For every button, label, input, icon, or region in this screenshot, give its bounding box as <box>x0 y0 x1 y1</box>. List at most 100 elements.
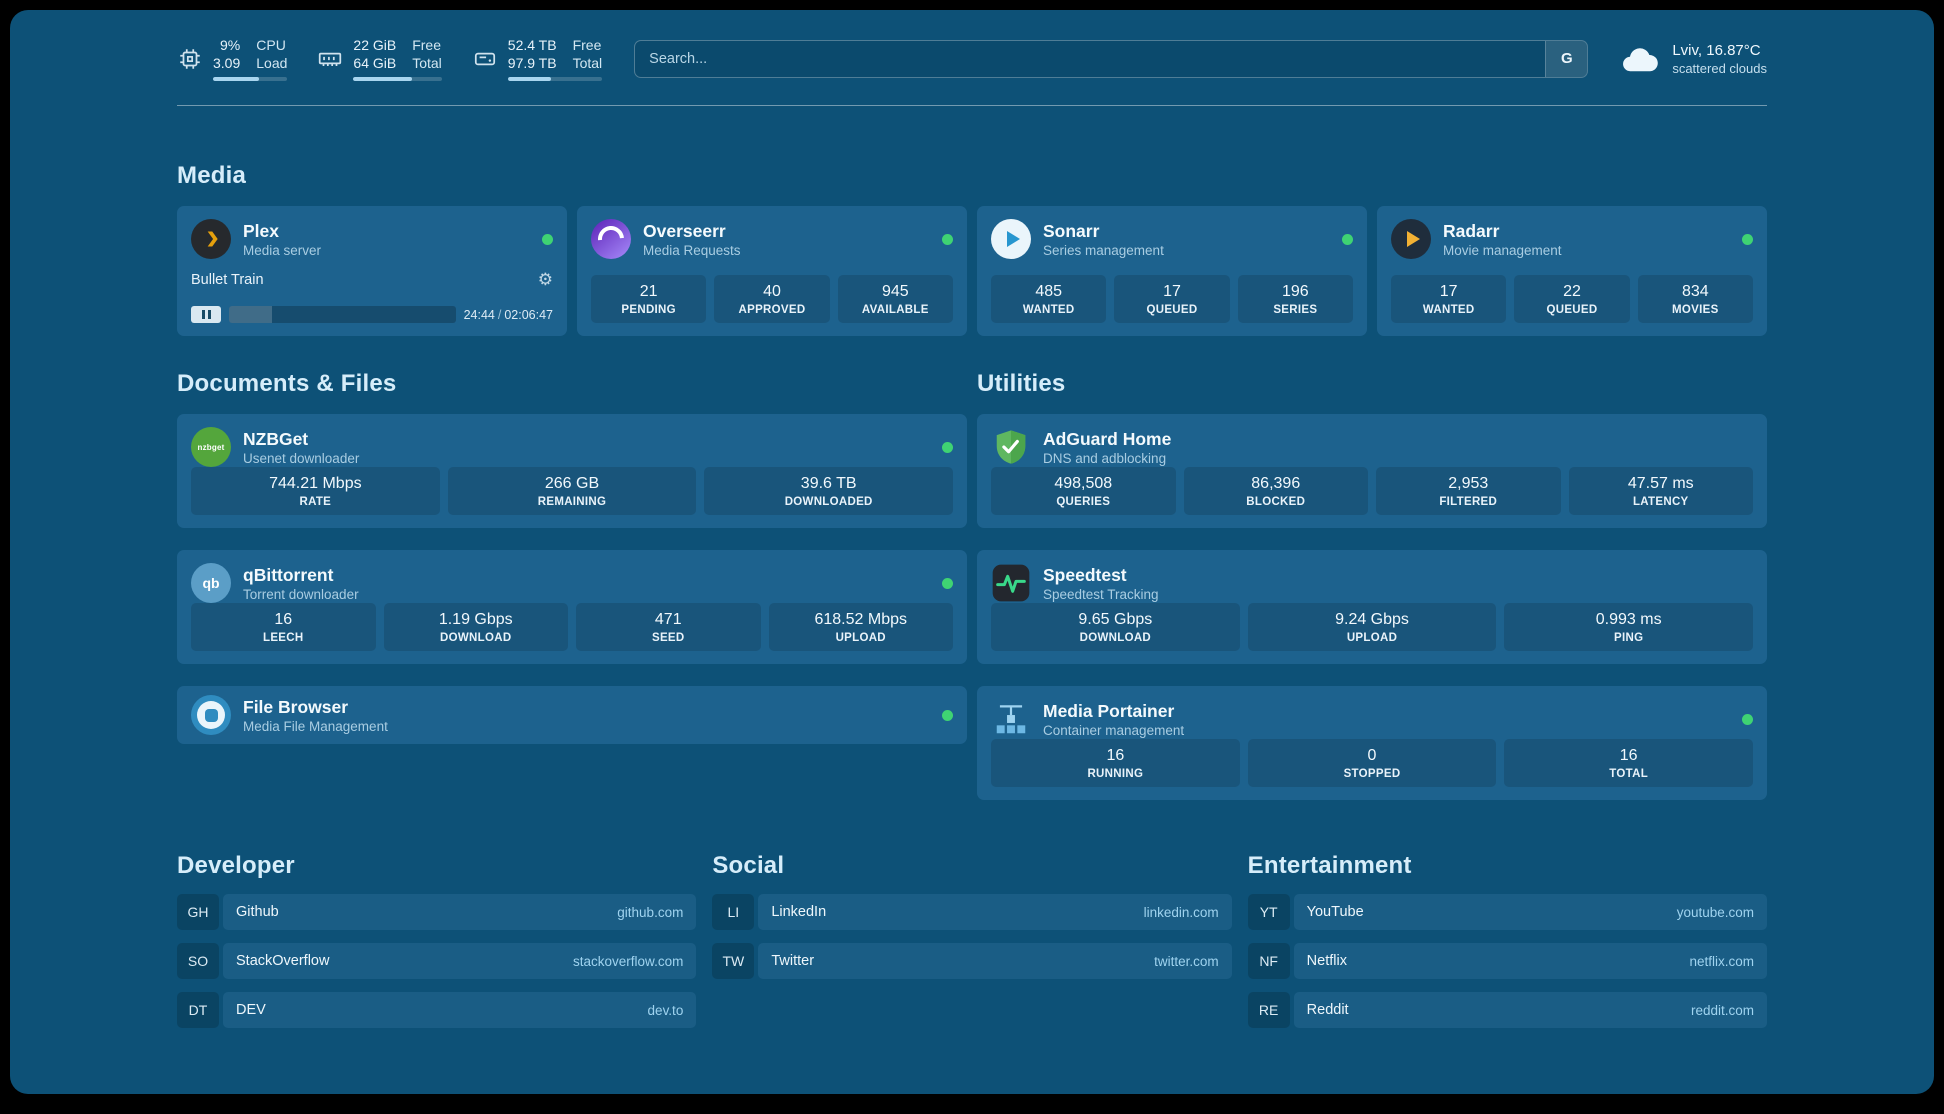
card-header: Media Portainer Container management <box>991 699 1753 739</box>
search-provider-button[interactable]: G <box>1545 40 1588 77</box>
stat-series: 196 SERIES <box>1237 275 1353 324</box>
service-title: File Browser <box>243 696 349 717</box>
bookmark-name: LinkedIn <box>771 904 827 921</box>
status-dot <box>1742 233 1753 245</box>
service-subtitle: Torrent downloader <box>243 586 359 602</box>
weather-condition: scattered clouds <box>1672 60 1767 76</box>
stats-row: 16 LEECH 1.19 Gbps DOWNLOAD 471 SEED 618.52… <box>191 603 953 652</box>
stat-downloaded: 39.6 TB DOWNLOADED <box>704 467 954 516</box>
disk-progress-track <box>507 77 603 82</box>
service-subtitle: Media Requests <box>643 242 741 258</box>
bookmark-domain: dev.to <box>647 1002 684 1018</box>
ram-icon <box>319 52 342 66</box>
media-card-grid: Plex Media server Bullet Train 24:44/02:… <box>177 206 1767 337</box>
status-dot <box>942 577 953 589</box>
stats-row: 485 WANTED 17 QUEUED 196 SERIES <box>991 275 1353 324</box>
bookmark-github[interactable]: GH Github github.com <box>177 894 697 931</box>
card-header: AdGuard Home DNS and adblocking <box>991 427 1753 467</box>
bookmark-reddit[interactable]: RE Reddit reddit.com <box>1247 992 1767 1029</box>
card-header: nzbget NZBGet Usenet downloader <box>191 427 953 468</box>
service-subtitle: Media server <box>243 242 322 258</box>
nzbget-icon: nzbget <box>191 427 231 468</box>
qbittorrent-card[interactable]: qb qBittorrent Torrent downloader 16 LEEC… <box>177 550 967 665</box>
card-header: Plex Media server <box>191 219 553 260</box>
bookmark-name: DEV <box>236 1002 266 1019</box>
service-subtitle: Speedtest Tracking <box>1043 586 1159 602</box>
card-header: Speedtest Speedtest Tracking <box>991 563 1753 603</box>
stat-available: 945 AVAILABLE <box>837 275 953 324</box>
filebrowser-card[interactable]: File Browser Media File Management <box>177 686 967 745</box>
disk-widget: 52.4 TB Free 97.9 TB Total <box>472 36 603 82</box>
overseerr-icon <box>591 219 631 260</box>
playback-time: 24:44/02:06:47 <box>463 307 553 322</box>
portainer-card[interactable]: Media Portainer Container management 16 R… <box>977 686 1767 801</box>
memory-widget: 22 GiB Free 64 GiB Total <box>317 36 442 82</box>
netflix-abbr-icon: NF <box>1247 943 1290 980</box>
disk-total-label: Total <box>572 55 603 72</box>
sonarr-card[interactable]: Sonarr Series management 485 WANTED 17 QUE… <box>977 206 1367 337</box>
bookmark-netflix[interactable]: NF Netflix netflix.com <box>1247 943 1767 980</box>
bookmark-youtube[interactable]: YT YouTube youtube.com <box>1247 894 1767 931</box>
status-dot <box>1342 233 1353 245</box>
stat-filtered: 2,953 FILTERED <box>1376 467 1561 516</box>
service-subtitle: DNS and adblocking <box>1043 450 1167 466</box>
stats-row: 9.65 Gbps DOWNLOAD 9.24 Gbps UPLOAD 0.993 … <box>991 603 1754 652</box>
card-header: Overseerr Media Requests <box>591 219 953 260</box>
bookmark-linkedin[interactable]: LI LinkedIn linkedin.com <box>712 894 1232 931</box>
card-header: qb qBittorrent Torrent downloader <box>191 563 953 604</box>
service-name-block: Overseerr Media Requests <box>643 221 741 258</box>
system-monitors: 9% CPU 3.09 Load 22 GiB Free <box>177 36 603 82</box>
cpu-label: CPU <box>256 37 286 53</box>
nzbget-card[interactable]: nzbget NZBGet Usenet downloader 744.21 M… <box>177 414 967 529</box>
header-divider <box>177 105 1767 107</box>
speedtest-card[interactable]: Speedtest Speedtest Tracking 9.65 Gbps DO… <box>977 550 1767 665</box>
service-title: AdGuard Home <box>1043 428 1172 449</box>
weather-widget: Lviv, 16.87°C scattered clouds <box>1620 42 1767 76</box>
bookmark-dev[interactable]: DT DEV dev.to <box>177 992 697 1029</box>
utilities-column: Utilities AdGuard Home DNS and adblockin… <box>977 336 1767 801</box>
cpu-readout: 9% CPU 3.09 Load <box>213 36 288 82</box>
overseerr-card[interactable]: Overseerr Media Requests 21 PENDING 40 APP… <box>577 206 967 337</box>
radarr-card[interactable]: Radarr Movie management 17 WANTED 22 QUEUE… <box>1377 206 1767 337</box>
now-playing-title: Bullet Train <box>191 271 264 288</box>
memory-free-value: 22 GiB <box>353 37 397 53</box>
linkedin-abbr-icon: LI <box>712 894 755 931</box>
cpu-usage-value: 9% <box>220 37 241 53</box>
documents-column: Documents & Files nzbget NZBGet Usenet d… <box>177 336 967 745</box>
bookmark-domain: youtube.com <box>1676 904 1754 920</box>
sonarr-icon <box>991 219 1031 260</box>
bookmark-name: StackOverflow <box>236 953 330 970</box>
plex-card[interactable]: Plex Media server Bullet Train 24:44/02:… <box>177 206 567 337</box>
bookmark-columns: Developer GH Github github.com SO StackOv… <box>177 800 1767 1041</box>
search-bar[interactable]: G <box>634 39 1589 78</box>
bookmark-name: Netflix <box>1306 953 1347 970</box>
bookmark-name: Reddit <box>1306 1002 1349 1019</box>
bookmark-domain: linkedin.com <box>1143 904 1219 920</box>
pause-button[interactable] <box>191 306 221 324</box>
disk-readout: 52.4 TB Free 97.9 TB Total <box>507 36 603 82</box>
stat-upload: 9.24 Gbps UPLOAD <box>1247 603 1497 652</box>
social-bookmarks: Social LI LinkedIn linkedin.com TW Twitte… <box>712 800 1232 1041</box>
memory-total-value: 64 GiB <box>353 55 397 72</box>
bookmark-twitter[interactable]: TW Twitter twitter.com <box>712 943 1232 980</box>
disk-icon <box>474 52 495 65</box>
stat-rate: 744.21 Mbps RATE <box>191 467 440 516</box>
middle-columns: Documents & Files nzbget NZBGet Usenet d… <box>177 336 1767 801</box>
settings-gear-icon[interactable] <box>538 271 553 288</box>
section-title-entertainment: Entertainment <box>1247 852 1412 880</box>
service-name-block: Plex Media server <box>243 221 321 258</box>
service-title: qBittorrent <box>243 564 334 585</box>
adguard-card[interactable]: AdGuard Home DNS and adblocking 498,508 Q… <box>977 414 1767 529</box>
card-header: File Browser Media File Management <box>191 695 953 736</box>
bookmark-domain: github.com <box>617 904 684 920</box>
bookmark-stackoverflow[interactable]: SO StackOverflow stackoverflow.com <box>177 943 697 980</box>
search-input[interactable] <box>635 40 1546 77</box>
stats-row: 498,508 QUERIES 86,396 BLOCKED 2,953 FILTER… <box>991 467 1753 516</box>
cpu-load-value: 3.09 <box>213 55 241 72</box>
disk-progress-fill <box>507 77 552 82</box>
playback-progress-track[interactable] <box>229 306 456 324</box>
status-dot <box>942 709 953 721</box>
stat-leech: 16 LEECH <box>191 603 376 652</box>
bookmark-name: Twitter <box>771 953 815 970</box>
twitter-abbr-icon: TW <box>712 943 755 980</box>
